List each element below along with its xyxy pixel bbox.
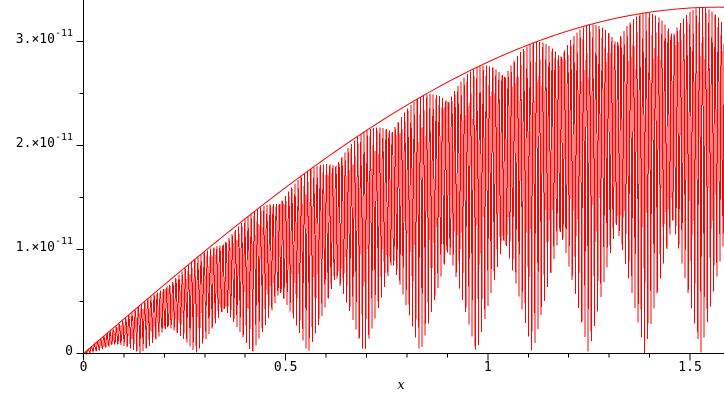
x-tick-label: 1	[483, 360, 492, 375]
y-tick-label: 3.×10-11	[15, 28, 73, 47]
x-tick-label: 0.5	[273, 360, 298, 375]
y-tick-label: 2.×10-11	[15, 132, 73, 151]
envelope-curve	[83, 6, 724, 354]
data-curve	[83, 7, 724, 355]
x-tick-label: 1.5	[678, 360, 702, 375]
y-tick-label: 1.×10-11	[15, 236, 73, 255]
x-tick-label: 0	[79, 360, 88, 375]
x-axis-title: x	[397, 378, 405, 393]
y-tick-label: 0	[65, 343, 73, 359]
